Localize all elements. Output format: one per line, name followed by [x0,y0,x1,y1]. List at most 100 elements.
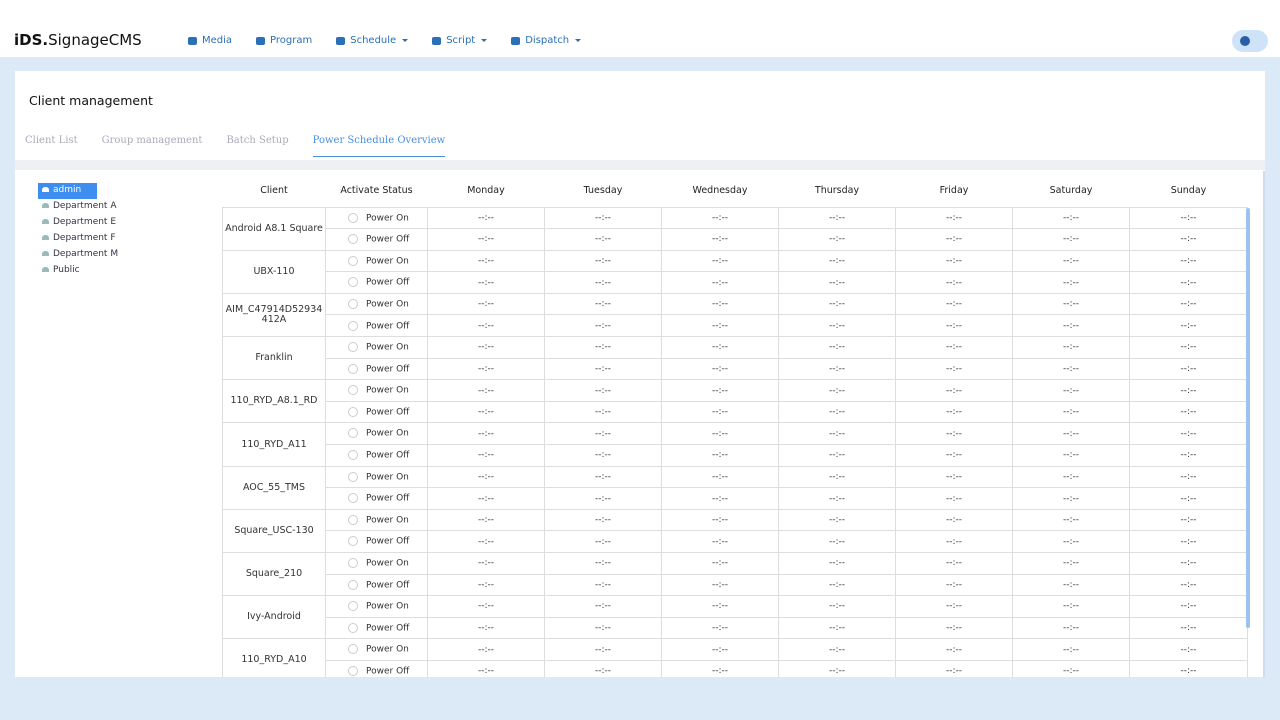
time-cell: --:-- [544,249,662,273]
radio[interactable] [348,277,358,288]
status-cell: Power Off [325,444,428,467]
scroll-rail [1263,171,1265,677]
tab[interactable]: Batch Setup [226,135,289,146]
time-cell: --:-- [427,616,545,640]
nav-icon [188,36,197,45]
tree-node[interactable]: Public [38,263,118,279]
nav-item[interactable]: Program [256,35,312,46]
time-cell: --:-- [661,422,779,446]
table-row: Franklin Power On --:-- --:-- --:-- --:-- --:-… [222,336,1248,381]
time-cell: --:-- [778,552,896,575]
radio[interactable] [348,363,358,374]
time-cell: --:-- [427,444,545,467]
time-cell: --:-- [1012,336,1130,359]
radio[interactable] [348,644,358,655]
time-cell: --:-- [427,659,545,677]
radio[interactable] [348,666,358,677]
status-cell: Power On [325,595,428,618]
time-cell: --:-- [1129,336,1248,359]
time-cell: --:-- [544,508,662,532]
time-cell: --:-- [544,465,662,489]
radio[interactable] [348,514,358,525]
time-cell: --:-- [1129,659,1248,677]
time-cell: --:-- [1012,530,1130,553]
tree-node[interactable]: Department A [38,199,118,215]
table-row: Square_USC-130 Power On --:-- --:-- --:-- --:… [222,508,1248,554]
radio[interactable] [348,234,358,245]
time-cell: --:-- [544,292,662,316]
time-cell: --:-- [1129,444,1248,467]
table-row: Power Off --:-- --:-- --:-- --:-- --:-- --:-- -… [223,487,1248,510]
column-header: Sunday [1170,184,1207,196]
time-cell: --:-- [1012,444,1130,467]
tree-node[interactable]: Department M [38,247,118,263]
radio[interactable] [348,622,358,633]
time-cell: --:-- [1012,616,1130,640]
nav-item[interactable]: Script [432,35,488,46]
status-cell: Power Off [325,616,428,640]
radio[interactable] [348,385,358,396]
radio[interactable] [348,493,358,504]
radio[interactable] [348,342,358,353]
time-cell: --:-- [895,638,1013,661]
table-row: 110_RYD_A8.1_RD Power On --:-- --:-- --:-- --… [222,379,1248,424]
status-cell: Power On [325,508,428,532]
time-cell: --:-- [661,336,779,359]
table-row: Power Off --:-- --:-- --:-- --:-- --:-- --:-- -… [223,530,1248,553]
scrollbar[interactable] [1246,208,1250,628]
table-row: AIM_C47914D52934412A Power On --:-- --:-- --… [222,292,1248,338]
radio[interactable] [348,471,358,482]
radio[interactable] [348,536,358,547]
time-cell: --:-- [895,573,1013,597]
time-cell: --:-- [661,357,779,381]
time-cell: --:-- [427,336,545,359]
nav-item[interactable]: Media [188,35,232,46]
time-cell: --:-- [778,379,896,402]
nav-item[interactable]: Dispatch [511,35,582,46]
brand: iDS.SignageCMS [14,31,142,49]
radio[interactable] [348,255,358,266]
radio[interactable] [348,428,358,439]
time-cell: --:-- [1012,595,1130,618]
time-cell: --:-- [544,552,662,575]
radio[interactable] [348,450,358,461]
time-cell: --:-- [427,379,545,402]
radio[interactable] [348,579,358,590]
status-label: Power On [366,644,409,655]
time-cell: --:-- [895,206,1013,230]
tab[interactable]: Power Schedule Overview [312,133,446,157]
nav-icon [256,36,266,45]
status-cell: Power Off [325,400,428,424]
status-label: Power On [366,342,409,353]
status-label: Power On [366,256,409,267]
radio[interactable] [348,406,358,417]
status-label: Power On [366,385,409,396]
client-name: UBX-110 [222,249,326,294]
radio[interactable] [348,558,358,569]
radio[interactable] [348,320,358,331]
status-cell: Power Off [325,314,428,338]
tree-node[interactable]: Department E [38,215,118,231]
caret [575,39,582,42]
status-label: Power On [366,515,409,526]
tab[interactable]: Client List [25,135,78,146]
time-cell: --:-- [427,422,545,446]
tree-node[interactable]: Department F [38,231,118,247]
tab[interactable]: Group management [101,135,203,146]
column-header[interactable]: Client [260,184,288,196]
time-cell: --:-- [1012,487,1130,510]
settings-button[interactable] [1232,30,1268,52]
time-cell: --:-- [544,357,662,381]
nav-item[interactable]: Schedule [336,35,409,46]
client-name: 110_RYD_A8.1_RD [222,379,326,424]
time-cell: --:-- [778,638,896,661]
radio[interactable] [348,298,358,309]
time-cell: --:-- [427,508,545,532]
radio[interactable] [348,212,358,223]
time-cell: --:-- [1129,638,1248,661]
tree-node[interactable]: admin [38,183,97,199]
radio[interactable] [348,601,358,612]
time-cell: --:-- [778,271,896,294]
time-cell: --:-- [1012,573,1130,597]
client-name: Square_210 [222,551,326,597]
